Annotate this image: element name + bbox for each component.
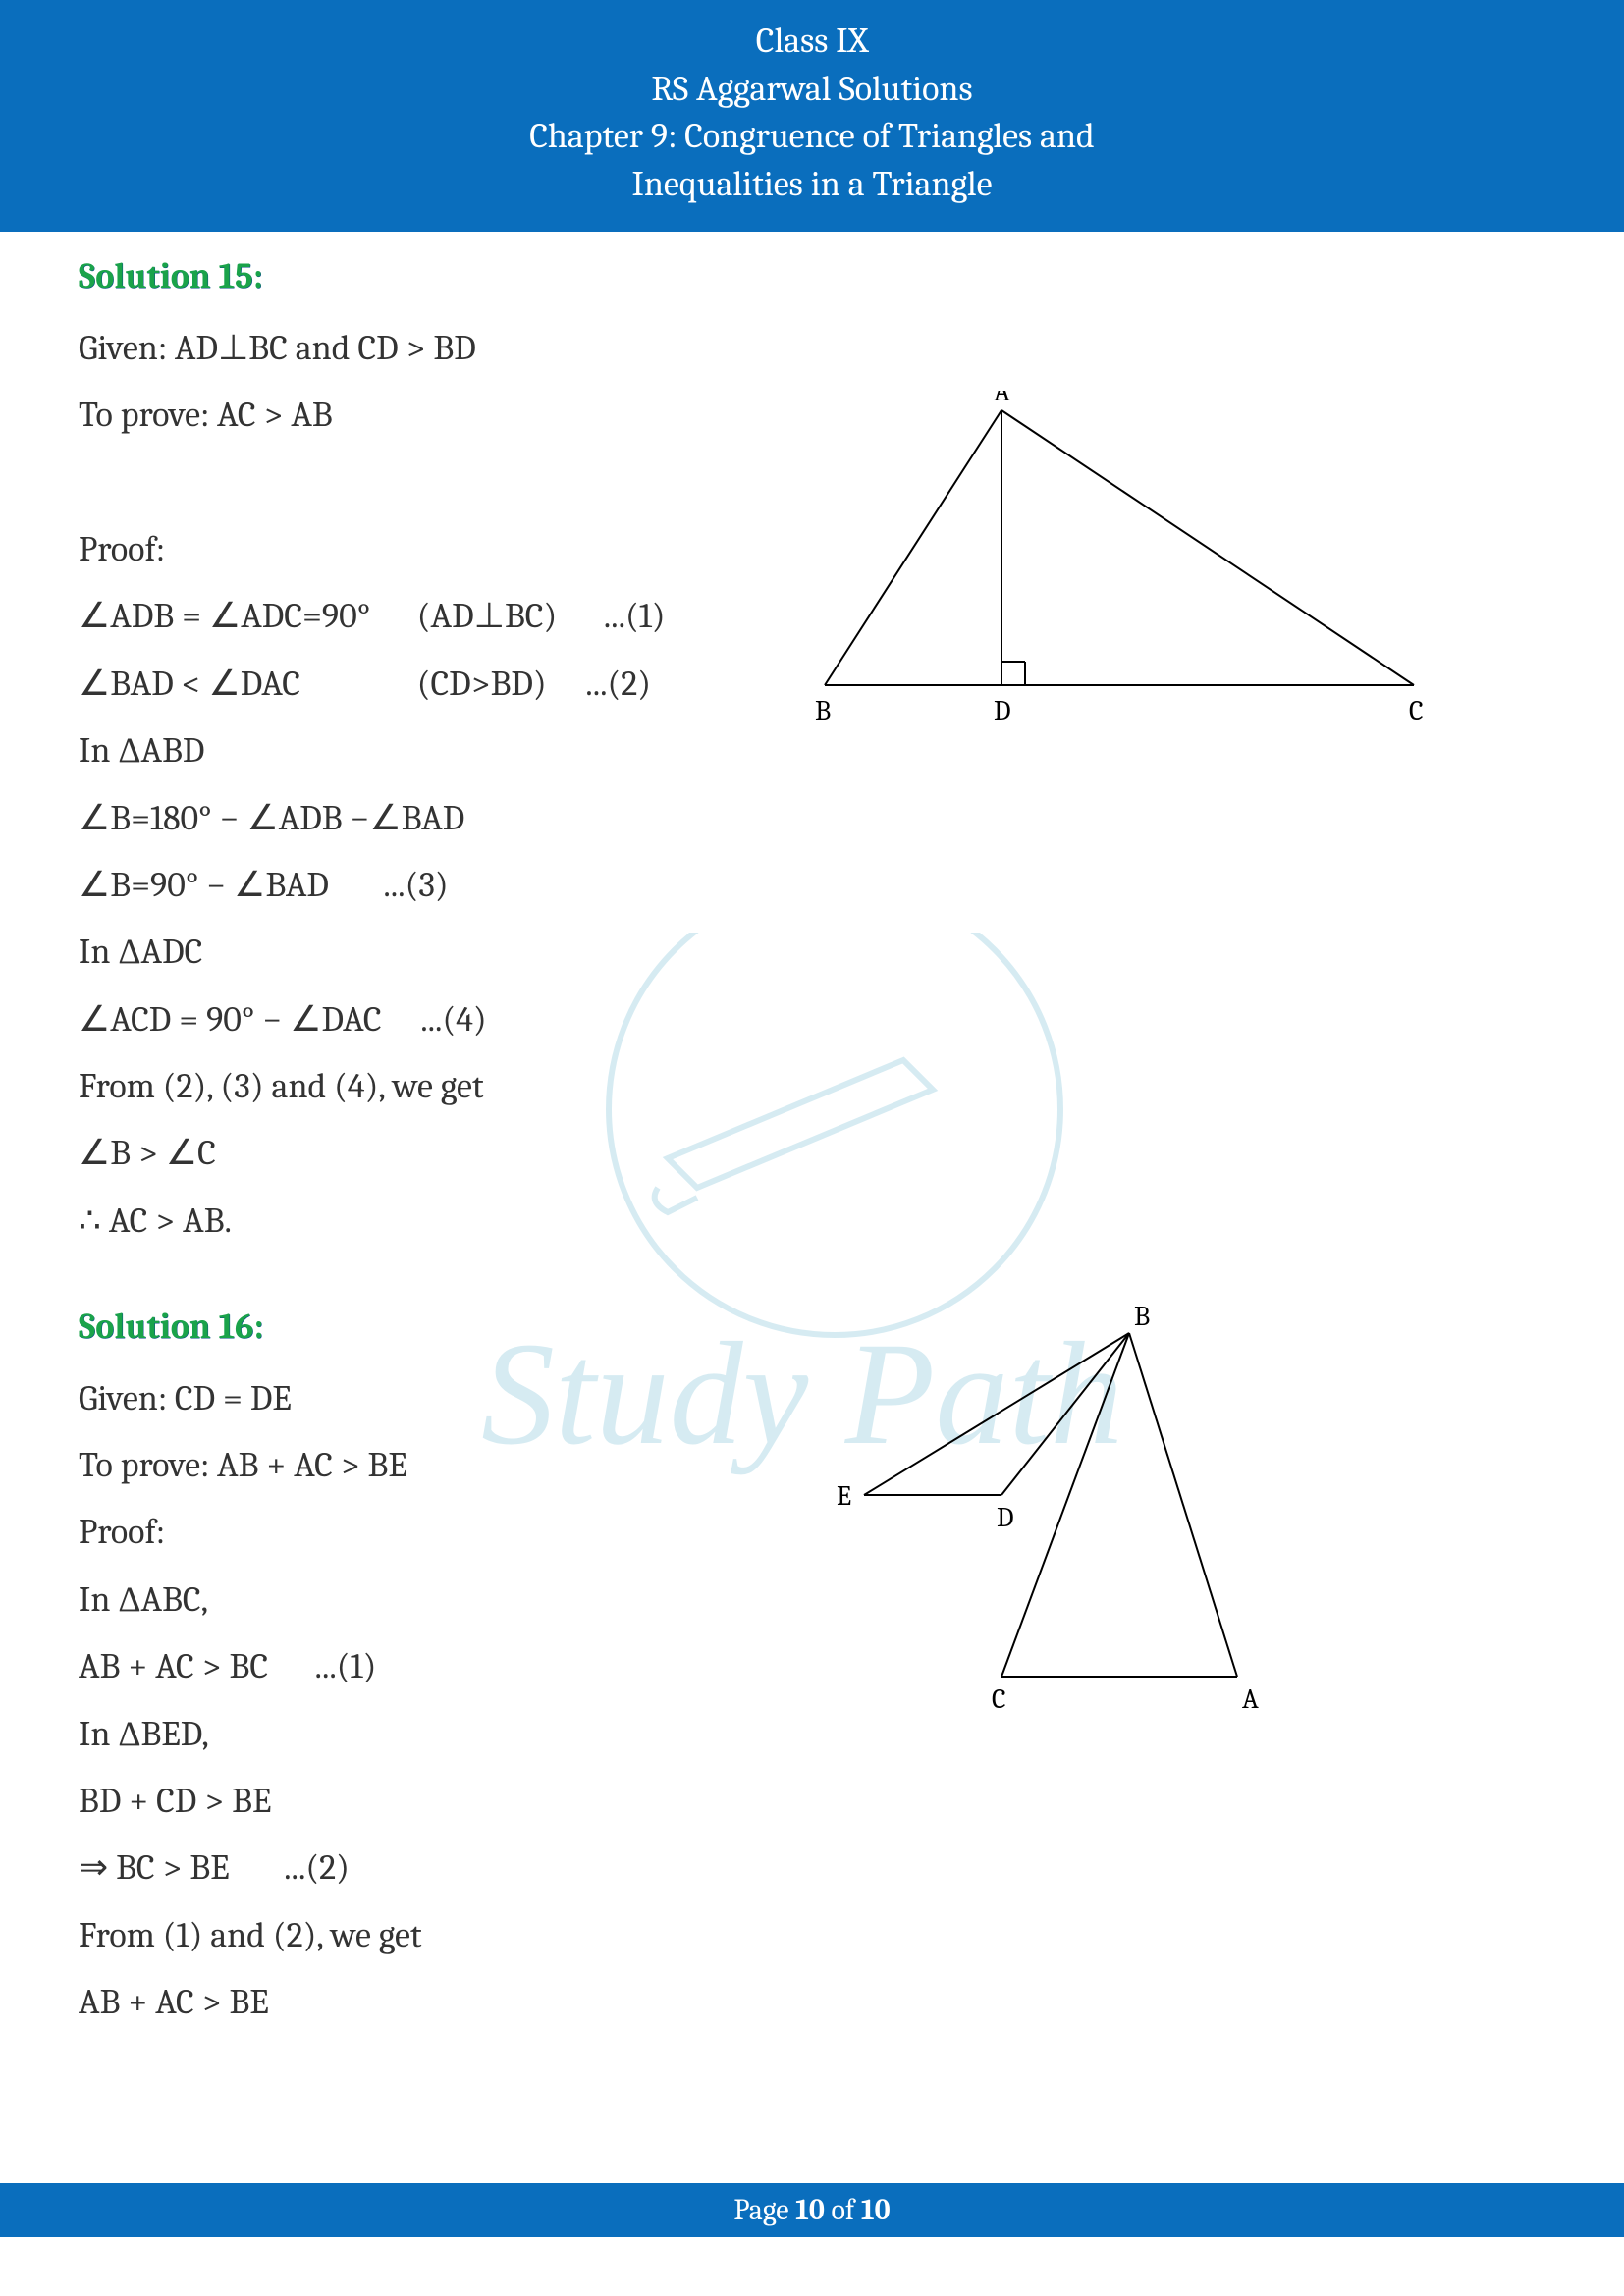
solution-16-heading: Solution 16: bbox=[79, 1294, 1545, 1361]
s16-l3: In ΔBED, bbox=[79, 1701, 746, 1768]
s15-l3: In ΔABD bbox=[79, 718, 746, 784]
s15-l7: ∠ACD = 90° − ∠DAC ...(4) bbox=[79, 987, 746, 1053]
page-content: Solution 15: Given: AD⊥BC and CD > BD To… bbox=[0, 232, 1624, 2036]
s15-l4: ∠B=180° − ∠ADB −∠BAD bbox=[79, 785, 746, 852]
svg-text:B: B bbox=[815, 695, 831, 726]
header-chapter-1: Chapter 9: Congruence of Triangles and bbox=[0, 113, 1624, 161]
svg-text:D: D bbox=[994, 695, 1011, 726]
s15-l10: ∴ AC > AB. bbox=[79, 1188, 746, 1255]
footer-of: of bbox=[825, 2193, 861, 2227]
s16-l4: BD + CD > BE bbox=[79, 1768, 746, 1835]
svg-text:B: B bbox=[1134, 1304, 1150, 1332]
s15-l8: From (2), (3) and (4), we get bbox=[79, 1053, 746, 1120]
solution-15-figure: A B C D bbox=[785, 391, 1492, 744]
solution-16-block: Solution 16: Given: CD = DE To prove: AB… bbox=[79, 1294, 1545, 2036]
svg-text:D: D bbox=[997, 1502, 1014, 1533]
page-header: Class IX RS Aggarwal Solutions Chapter 9… bbox=[0, 0, 1624, 232]
s15-l9: ∠B > ∠C bbox=[79, 1120, 746, 1187]
footer-total: 10 bbox=[861, 2193, 891, 2227]
s16-given: Given: CD = DE bbox=[79, 1365, 746, 1432]
s15-l1: ∠ADB = ∠ADC=90° (AD⊥BC) ...(1) bbox=[79, 583, 746, 650]
s15-l6: In ΔADC bbox=[79, 919, 746, 986]
s15-given: Given: AD⊥BC and CD > BD bbox=[79, 315, 746, 382]
header-class: Class IX bbox=[0, 18, 1624, 66]
solution-16-text: Given: CD = DE To prove: AB + AC > BE Pr… bbox=[79, 1365, 746, 2037]
s16-proof-label: Proof: bbox=[79, 1499, 746, 1566]
svg-text:C: C bbox=[992, 1683, 1006, 1715]
svg-text:A: A bbox=[1242, 1683, 1259, 1715]
s15-l5: ∠B=90° − ∠BAD ...(3) bbox=[79, 852, 746, 919]
svg-text:A: A bbox=[994, 391, 1010, 407]
s16-l5: ⇒ BC > BE ...(2) bbox=[79, 1835, 746, 1901]
s16-l1: In ΔABC, bbox=[79, 1567, 746, 1633]
solution-15-text: Given: AD⊥BC and CD > BD To prove: AC > … bbox=[79, 315, 746, 1255]
page-footer: Page 10 of 10 bbox=[0, 2183, 1624, 2237]
s15-proof-label: Proof: bbox=[79, 516, 746, 583]
solution-15-heading: Solution 15: bbox=[79, 243, 1545, 310]
header-chapter-2: Inequalities in a Triangle bbox=[0, 161, 1624, 209]
footer-page: 10 bbox=[795, 2193, 825, 2227]
s16-l6: From (1) and (2), we get bbox=[79, 1902, 746, 1969]
s16-l7: AB + AC > BE bbox=[79, 1969, 746, 2036]
header-book: RS Aggarwal Solutions bbox=[0, 66, 1624, 114]
solution-15-block: Solution 15: Given: AD⊥BC and CD > BD To… bbox=[79, 243, 1545, 1255]
svg-text:E: E bbox=[837, 1480, 851, 1512]
svg-text:C: C bbox=[1409, 695, 1424, 726]
s16-toprove: To prove: AB + AC > BE bbox=[79, 1432, 746, 1499]
s16-l2: AB + AC > BC ...(1) bbox=[79, 1633, 746, 1700]
solution-16-figure: B E D C A bbox=[825, 1304, 1316, 1726]
s15-toprove: To prove: AC > AB bbox=[79, 382, 746, 449]
s15-l2: ∠BAD < ∠DAC (CD>BD) ...(2) bbox=[79, 651, 746, 718]
footer-prefix: Page bbox=[733, 2193, 795, 2227]
